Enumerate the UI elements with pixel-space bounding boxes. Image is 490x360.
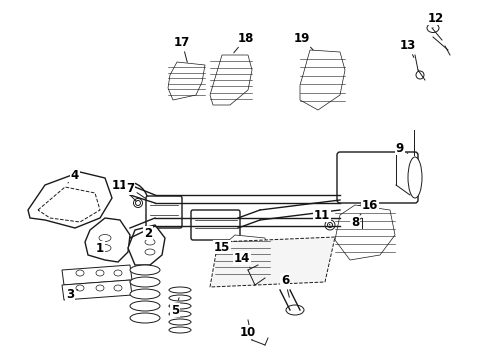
Text: 9: 9: [396, 141, 408, 154]
Polygon shape: [300, 50, 345, 110]
Polygon shape: [85, 218, 130, 262]
Text: 2: 2: [144, 226, 152, 239]
Text: 14: 14: [234, 252, 250, 268]
Text: 16: 16: [360, 198, 378, 215]
Ellipse shape: [169, 327, 191, 333]
Ellipse shape: [169, 287, 191, 293]
Text: 4: 4: [68, 168, 79, 183]
Text: 12: 12: [428, 12, 444, 28]
Polygon shape: [215, 235, 270, 280]
Text: 10: 10: [240, 325, 256, 338]
Text: 5: 5: [171, 298, 179, 316]
Polygon shape: [210, 55, 252, 105]
Text: 8: 8: [351, 216, 362, 229]
Text: 15: 15: [214, 240, 230, 253]
Text: 11: 11: [314, 208, 330, 225]
Polygon shape: [168, 62, 205, 100]
Text: 19: 19: [294, 32, 313, 50]
Ellipse shape: [130, 313, 160, 323]
Text: 13: 13: [400, 39, 416, 58]
Polygon shape: [28, 172, 112, 228]
FancyBboxPatch shape: [146, 196, 182, 228]
Text: 6: 6: [281, 274, 289, 297]
Ellipse shape: [169, 311, 191, 317]
Ellipse shape: [169, 295, 191, 301]
Text: 17: 17: [174, 36, 190, 62]
Polygon shape: [335, 205, 395, 260]
Text: 18: 18: [234, 32, 254, 53]
Ellipse shape: [169, 303, 191, 309]
Text: 3: 3: [66, 288, 78, 302]
Polygon shape: [62, 265, 132, 285]
Text: 7: 7: [126, 181, 146, 198]
FancyBboxPatch shape: [337, 152, 418, 203]
Text: 11: 11: [112, 179, 136, 201]
Polygon shape: [62, 280, 132, 300]
Ellipse shape: [286, 305, 304, 315]
Ellipse shape: [130, 301, 160, 311]
Polygon shape: [128, 225, 165, 265]
Ellipse shape: [169, 319, 191, 325]
Ellipse shape: [130, 277, 160, 287]
FancyBboxPatch shape: [191, 210, 240, 240]
Text: 1: 1: [96, 242, 104, 255]
Ellipse shape: [130, 265, 160, 275]
Ellipse shape: [133, 198, 143, 207]
Ellipse shape: [408, 157, 422, 198]
Polygon shape: [210, 237, 335, 287]
Ellipse shape: [130, 289, 160, 299]
